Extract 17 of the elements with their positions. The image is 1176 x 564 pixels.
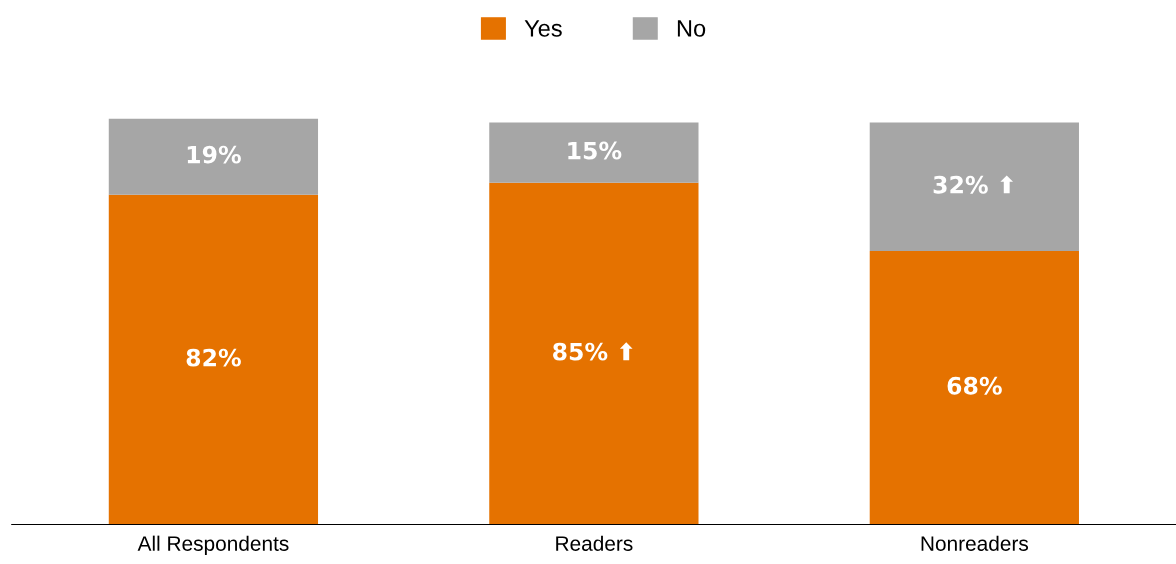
legend-label: Yes — [524, 20, 562, 37]
bar — [869, 251, 1079, 525]
data-label: 68% — [947, 376, 1002, 395]
x-tick-label: Readers — [556, 535, 633, 551]
data-label: 32% ⬆ — [933, 175, 1014, 194]
legend-label: No — [677, 20, 706, 37]
data-label: 15% — [568, 141, 622, 160]
data-label: 19% — [187, 145, 241, 164]
bar — [489, 182, 699, 525]
bar — [869, 122, 1079, 252]
bar — [489, 122, 699, 183]
data-label: 82% — [186, 348, 241, 367]
x-tick-label: Nonreaders — [921, 535, 1029, 551]
data-label: 85% ⬆ — [553, 342, 633, 361]
bar — [108, 118, 319, 195]
x-tick-label: All Respondents — [137, 535, 289, 556]
bar — [108, 194, 319, 525]
